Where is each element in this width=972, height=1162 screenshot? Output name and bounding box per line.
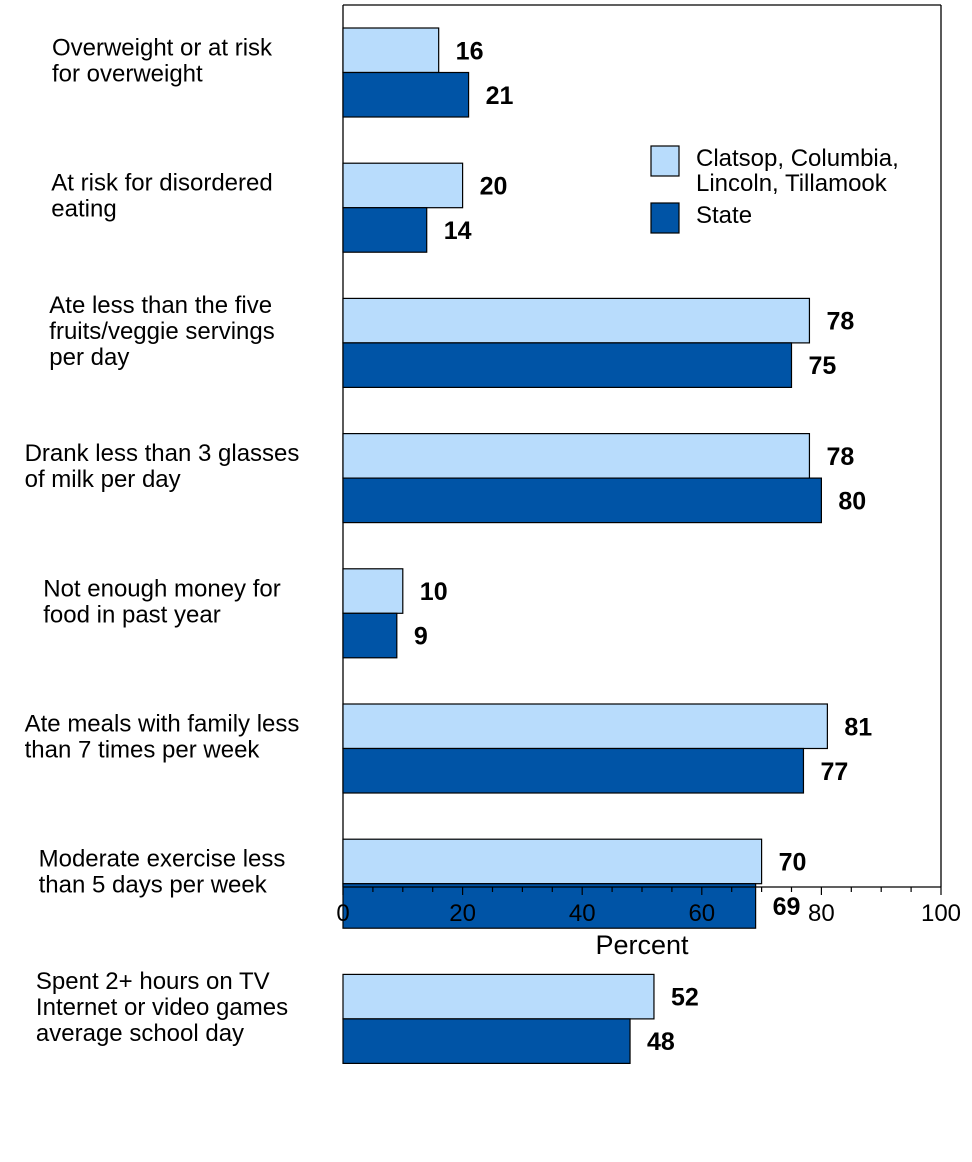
legend-label-1: Clatsop, Columbia, Lincoln, Tillamook [696, 145, 899, 197]
category-labels-layer: Overweight or at risk for overweight At ri… [25, 35, 300, 1047]
category-label-4: Drank less than 3 glasses of milk per day [25, 440, 300, 493]
value-label-series-1-cat-3: 78 [826, 308, 854, 336]
value-label-series-2-cat-4: 80 [838, 487, 866, 515]
value-label-series-1-cat-2: 20 [480, 172, 508, 200]
x-tick-label: 20 [449, 900, 476, 927]
bar-series-2-cat-8 [342, 1018, 631, 1065]
value-label-series-2-cat-3: 75 [809, 352, 837, 380]
category-label-line: eating [51, 196, 116, 223]
x-axis-title: Percent [595, 930, 689, 960]
bar-series-1-cat-2 [342, 162, 464, 209]
category-label-line: Overweight or at risk [52, 35, 273, 62]
bar-series-1-cat-4 [342, 433, 811, 479]
value-label-series-2-cat-8: 48 [647, 1028, 675, 1056]
value-label-series-2-cat-7: 69 [773, 893, 801, 921]
category-label-7: Moderate exercise less than 5 days per we… [39, 846, 286, 899]
bar-series-1-cat-3 [342, 297, 811, 344]
value-label-series-1-cat-6: 81 [844, 713, 872, 741]
category-label-2: At risk for disordered eating [51, 170, 272, 223]
value-label-series-1-cat-8: 52 [671, 984, 699, 1012]
bar-series-1-cat-1 [342, 27, 440, 74]
bars-layer [342, 27, 828, 1065]
legend-label-2: State [696, 202, 752, 229]
bar-series-1-cat-5 [342, 568, 404, 614]
x-tick-label: 40 [569, 900, 596, 927]
category-label-line: per day [49, 344, 129, 371]
value-label-series-1-cat-4: 78 [826, 443, 854, 471]
bar-series-2-cat-1 [342, 71, 470, 118]
bar-series-2-cat-5 [342, 612, 398, 659]
category-label-line: At risk for disordered [51, 170, 272, 197]
category-label-line: Ate less than the five [49, 292, 272, 319]
value-label-series-1-cat-1: 16 [456, 37, 484, 65]
bar-series-2-cat-3 [342, 342, 793, 388]
bar-series-2-cat-4 [342, 477, 822, 524]
bar-series-2-cat-7 [342, 883, 757, 929]
category-label-line: Spent 2+ hours on TV [36, 968, 270, 995]
bar-series-2-cat-6 [342, 747, 805, 794]
x-tick-label: 0 [336, 900, 349, 927]
category-label-line: Moderate exercise less [39, 846, 286, 873]
category-label-line: fruits/veggie servings [49, 318, 274, 345]
category-label-3: Ate less than the five fruits/veggie serv… [49, 292, 274, 371]
legend-swatch-1 [650, 145, 680, 177]
legend: Clatsop, Columbia, Lincoln, Tillamook Stat… [650, 145, 899, 234]
bar-series-1-cat-7 [342, 838, 763, 885]
category-label-5: Not enough money for food in past year [43, 575, 280, 628]
bar-series-1-cat-8 [342, 973, 655, 1020]
value-label-series-2-cat-6: 77 [820, 758, 848, 786]
category-label-line: Not enough money for [43, 575, 280, 602]
category-label-line: for overweight [52, 61, 203, 88]
x-tick-label: 80 [808, 900, 835, 927]
category-label-8: Spent 2+ hours on TV Internet or video ga… [36, 968, 288, 1047]
value-label-series-1-cat-7: 70 [779, 848, 807, 876]
category-label-1: Overweight or at risk for overweight [52, 35, 273, 88]
bar-series-2-cat-2 [342, 207, 428, 253]
category-label-line: average school day [36, 1020, 244, 1047]
category-label-line: Drank less than 3 glasses [25, 440, 300, 467]
x-tick-label: 100 [921, 900, 961, 927]
category-label-line: food in past year [43, 601, 220, 628]
category-label-line: than 5 days per week [39, 872, 268, 899]
value-label-series-1-cat-5: 10 [420, 578, 448, 606]
value-label-series-2-cat-1: 21 [486, 82, 514, 110]
category-label-line: Ate meals with family less [25, 711, 300, 738]
value-label-series-2-cat-2: 14 [444, 217, 472, 245]
value-label-series-2-cat-5: 9 [414, 623, 428, 651]
x-axis: 0 20 40 60 80 100 [336, 886, 961, 927]
bar-series-1-cat-6 [342, 703, 828, 750]
category-label-line: Internet or video games [36, 994, 288, 1021]
legend-swatch-2 [650, 202, 680, 234]
category-label-line: than 7 times per week [25, 737, 261, 764]
category-label-6: Ate meals with family less than 7 times p… [25, 711, 300, 764]
category-label-line: of milk per day [25, 466, 181, 493]
x-tick-label: 60 [688, 900, 715, 927]
